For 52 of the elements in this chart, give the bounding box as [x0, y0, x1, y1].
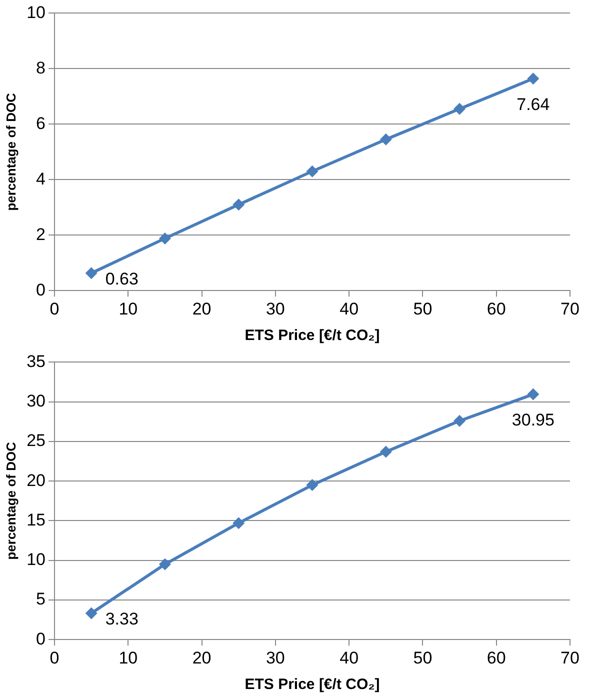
- x-axis-title: ETS Price [€/t CO₂]: [244, 676, 380, 694]
- y-tick-label: 10: [26, 2, 46, 22]
- x-tick-label: 50: [413, 299, 432, 318]
- y-axis-title: percentage of DOC: [3, 441, 18, 560]
- x-tick-label: 0: [50, 299, 60, 318]
- x-tick-label: 20: [192, 299, 212, 318]
- y-tick-label: 2: [36, 224, 46, 244]
- y-tick-label: 35: [26, 352, 46, 371]
- y-tick-label: 25: [26, 431, 46, 450]
- x-axis-title: ETS Price [€/t CO₂]: [244, 327, 380, 344]
- data-label: 30.95: [512, 410, 554, 430]
- x-tick-label: 40: [340, 648, 359, 668]
- x-tick-label: 70: [560, 648, 580, 668]
- point: [85, 607, 98, 620]
- y-tick-label: 30: [26, 392, 46, 411]
- point: [380, 446, 392, 458]
- y-tick-label: 15: [26, 510, 46, 530]
- y-tick-label: 4: [36, 169, 46, 188]
- point: [380, 133, 392, 146]
- data-label: 3.33: [105, 609, 138, 628]
- x-tick-label: 10: [118, 648, 138, 668]
- y-tick-label: 8: [36, 58, 46, 78]
- point: [158, 558, 171, 570]
- x-tick-label: 30: [266, 648, 285, 668]
- x-tick-label: 70: [560, 299, 580, 318]
- point: [232, 198, 245, 211]
- point: [527, 72, 540, 85]
- y-tick-label: 20: [26, 470, 46, 490]
- point: [232, 517, 245, 530]
- point: [85, 267, 98, 280]
- x-tick-label: 60: [486, 299, 506, 318]
- x-tick-label: 0: [50, 648, 60, 668]
- y-tick-label: 5: [36, 590, 46, 609]
- x-tick-label: 30: [266, 299, 285, 318]
- point: [454, 414, 466, 427]
- x-tick-label: 20: [192, 648, 212, 668]
- y-axis-title: percentage of DOC: [3, 92, 18, 211]
- x-tick-label: 50: [413, 648, 432, 668]
- data-label: 7.64: [516, 94, 550, 114]
- point: [306, 165, 318, 178]
- point: [306, 479, 318, 492]
- y-tick-label: 0: [36, 629, 46, 648]
- y-tick-label: 0: [36, 280, 46, 300]
- point: [454, 102, 466, 115]
- x-tick-label: 40: [340, 299, 359, 318]
- y-tick-label: 6: [36, 114, 46, 133]
- x-tick-label: 10: [118, 299, 138, 318]
- point: [527, 388, 540, 400]
- y-tick-label: 10: [26, 550, 46, 570]
- data-label: 0.63: [105, 269, 138, 288]
- x-tick-label: 60: [486, 648, 506, 668]
- point: [158, 232, 171, 244]
